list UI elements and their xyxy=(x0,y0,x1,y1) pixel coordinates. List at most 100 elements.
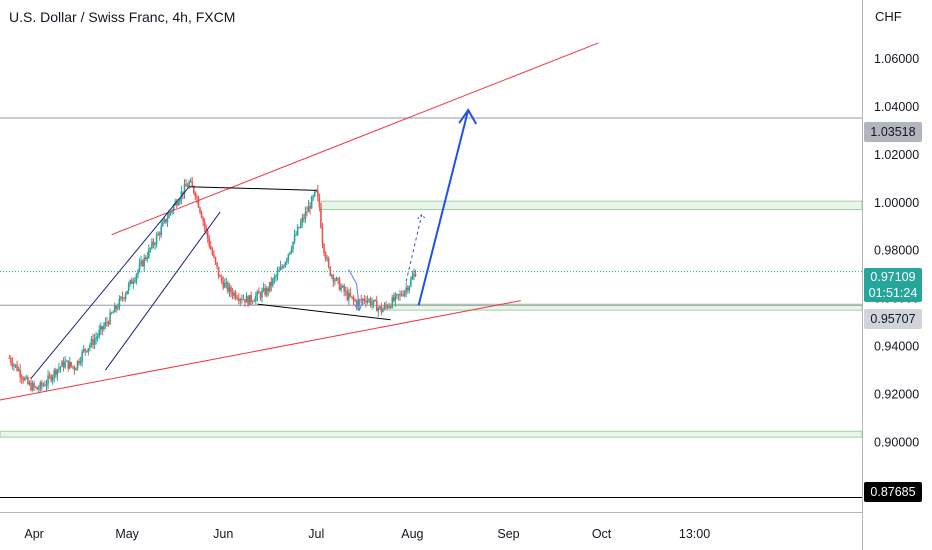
candle-body xyxy=(292,241,294,250)
candle-body xyxy=(216,262,218,267)
candle-body xyxy=(382,309,384,313)
candle-body xyxy=(137,270,139,275)
candle-body xyxy=(28,382,31,385)
current-price-value: 0.97109 xyxy=(870,270,916,284)
bar-countdown: 01:51:24 xyxy=(868,286,918,300)
candle-body xyxy=(185,184,187,187)
candle-body xyxy=(113,305,116,313)
candle-body xyxy=(369,299,372,305)
candle-body xyxy=(397,294,400,296)
rising_channel_b-line xyxy=(105,211,221,371)
candle-body xyxy=(391,297,394,308)
candle-body xyxy=(96,335,99,338)
candle-body xyxy=(55,369,57,375)
candle-body xyxy=(99,326,102,331)
candle-body xyxy=(135,274,138,281)
candle-body xyxy=(290,249,293,253)
candle-body xyxy=(309,205,311,209)
candle-body xyxy=(330,275,333,276)
candle-body xyxy=(259,293,262,298)
price-tick-label: 1.02000 xyxy=(874,148,919,162)
candle-body xyxy=(239,299,242,301)
candle-body xyxy=(70,362,73,367)
candle-body xyxy=(37,388,40,390)
candle-body xyxy=(24,378,26,381)
candle-body xyxy=(13,364,15,367)
zone-2 xyxy=(0,430,863,438)
candle-body xyxy=(194,192,197,197)
candle-body xyxy=(287,254,290,260)
candle-body xyxy=(315,189,318,192)
candle-body xyxy=(188,181,190,187)
candle-body xyxy=(321,227,324,245)
candle-body xyxy=(389,306,392,308)
candle-body xyxy=(81,351,83,362)
current-price-tag[interactable]: 0.97109 01:51:24 xyxy=(864,268,922,302)
candle-body xyxy=(234,292,237,299)
candle-body xyxy=(72,366,74,368)
candle-body xyxy=(82,348,85,352)
candle-body xyxy=(90,339,93,346)
candle-body xyxy=(151,241,153,248)
candle-body xyxy=(98,330,101,336)
support-price-tag[interactable]: 0.95707 xyxy=(864,309,922,329)
candle-body xyxy=(179,199,181,203)
low-price-tag[interactable]: 0.87685 xyxy=(864,482,922,502)
candle-body xyxy=(152,241,155,245)
candle-body xyxy=(175,201,178,206)
candle-body xyxy=(344,291,347,293)
candle-body xyxy=(307,205,310,213)
price-tick-label: 0.94000 xyxy=(874,340,919,354)
candle-body xyxy=(157,233,159,236)
candle-body xyxy=(346,291,349,300)
candle-body xyxy=(126,290,128,295)
candle-body xyxy=(303,217,305,219)
candle-body xyxy=(154,244,156,246)
price-tick-label: 0.92000 xyxy=(874,388,919,402)
time-tick-label: Apr xyxy=(24,527,43,541)
candle-body xyxy=(379,306,381,309)
candle-body xyxy=(366,300,369,303)
candle-body xyxy=(385,305,387,307)
candle-body xyxy=(358,299,361,301)
candle-body xyxy=(143,257,145,267)
candle-body xyxy=(365,300,367,303)
candle-body xyxy=(50,375,52,381)
candle-body xyxy=(166,218,169,223)
candle-body xyxy=(320,207,322,228)
candle-body xyxy=(192,186,195,193)
candle-body xyxy=(335,277,338,281)
candle-body xyxy=(149,247,152,249)
candle-body xyxy=(208,238,211,246)
candle-body xyxy=(253,301,256,303)
candle-body xyxy=(58,368,60,370)
candle-body xyxy=(53,369,56,377)
candle-body xyxy=(329,266,332,276)
candle-body xyxy=(65,360,68,362)
candle-body xyxy=(78,360,80,364)
candle-body xyxy=(103,326,105,330)
candle-body xyxy=(236,298,239,299)
candle-body xyxy=(14,364,17,366)
channel-lower-line xyxy=(0,300,522,401)
horizontal-levels-layer xyxy=(0,117,862,498)
candle-body xyxy=(107,322,110,325)
candle-body xyxy=(279,266,282,271)
candle-body xyxy=(25,377,28,379)
candle-body xyxy=(332,275,335,282)
candle-body xyxy=(213,254,215,258)
candle-body xyxy=(44,384,46,386)
candle-body xyxy=(267,288,270,291)
candle-body xyxy=(211,249,214,255)
candle-body xyxy=(301,217,304,223)
candle-body xyxy=(47,375,49,385)
small-arrow-head xyxy=(353,301,364,312)
candle-body xyxy=(268,281,271,291)
zones-layer xyxy=(0,200,863,438)
resistance-price-tag[interactable]: 1.03518 xyxy=(864,122,922,142)
candle-body xyxy=(87,348,90,352)
candle-body xyxy=(110,312,113,314)
candle-body xyxy=(165,218,167,223)
